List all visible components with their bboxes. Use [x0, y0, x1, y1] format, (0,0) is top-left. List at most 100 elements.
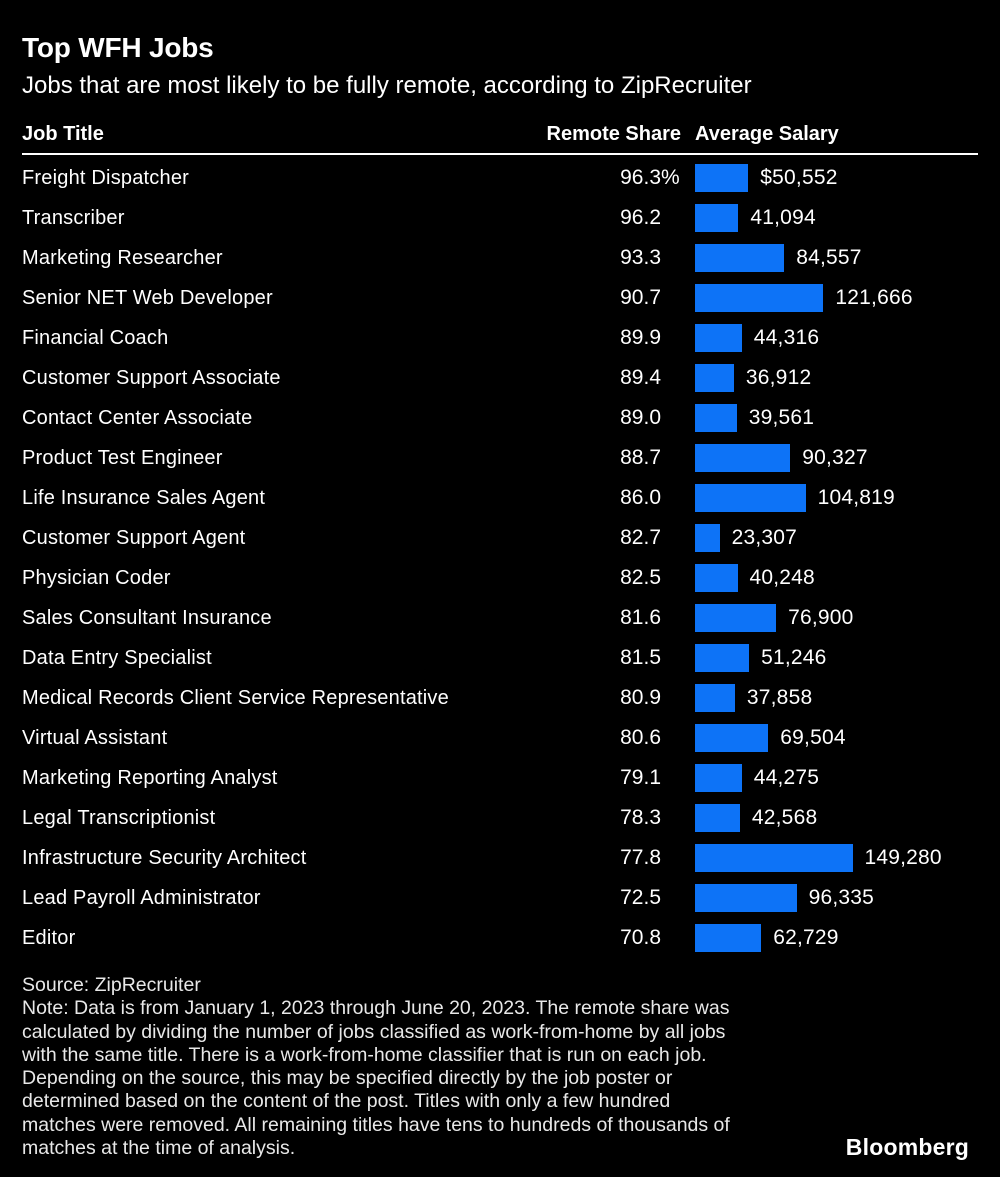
bloomberg-logo: Bloomberg [845, 1134, 969, 1160]
salary-bar-area: 84,557 [681, 244, 978, 272]
job-title-cell: Financial Coach [22, 326, 169, 349]
table-row: Sales Consultant Insurance 81.6 76,900 [22, 598, 978, 638]
salary-bar [695, 604, 777, 632]
job-title-cell: Legal Transcriptionist [22, 806, 216, 829]
table-row: Financial Coach 89.9 44,316 [22, 318, 978, 358]
footer: Source: ZipRecruiter Note: Data is from … [22, 974, 978, 1160]
salary-bar-area: 69,504 [681, 724, 978, 752]
job-title-cell: Lead Payroll Administrator [22, 886, 261, 909]
note-text: Note: Data is from January 1, 2023 throu… [22, 997, 978, 1160]
salary-bar-area: 39,561 [681, 404, 978, 432]
job-title-cell: Virtual Assistant [22, 726, 168, 749]
remote-share-value: 78.3 [620, 806, 661, 829]
note-line: calculated by dividing the number of job… [22, 1020, 726, 1043]
salary-bar-area: 44,275 [681, 764, 978, 792]
salary-value-label: 96,335 [808, 886, 875, 909]
remote-share-value: 89.9 [620, 326, 661, 349]
job-title-cell: Customer Support Associate [22, 366, 281, 389]
salary-bar-area: 90,327 [681, 444, 978, 472]
salary-value-label: 44,316 [753, 326, 820, 349]
salary-bar [695, 284, 824, 312]
table-row: Life Insurance Sales Agent 86.0 104,819 [22, 478, 978, 518]
salary-bar [695, 724, 769, 752]
salary-bar [695, 564, 738, 592]
salary-value-label: 40,248 [749, 566, 815, 589]
salary-bar [695, 804, 740, 832]
job-title-cell: Infrastructure Security Architect [22, 846, 307, 869]
table-row: Editor 70.8 62,729 [22, 918, 978, 958]
note-line: Depending on the source, this may be spe… [22, 1067, 673, 1090]
salary-bar-area: 51,246 [681, 644, 978, 672]
salary-value-label: 44,275 [753, 766, 820, 789]
salary-bar [695, 644, 750, 672]
salary-bar-area: 36,912 [681, 364, 978, 392]
salary-bar [695, 444, 791, 472]
column-header-row: Job Title Remote Share Average Salary [22, 122, 978, 146]
remote-share-value: 77.8 [620, 846, 661, 869]
table-row: Data Entry Specialist 81.5 51,246 [22, 638, 978, 678]
remote-share-value: 72.5 [620, 886, 661, 909]
salary-bar-area: 41,094 [681, 204, 978, 232]
salary-value-label: 84,557 [796, 246, 862, 269]
job-title-cell: Freight Dispatcher [22, 166, 189, 189]
chart-title: Top WFH Jobs [22, 32, 214, 63]
note-line: Note: Data is from January 1, 2023 throu… [22, 997, 730, 1020]
remote-share-value: 80.9 [620, 686, 661, 709]
salary-value-label: 37,858 [746, 686, 813, 709]
remote-share-value: 82.7 [620, 526, 661, 549]
salary-bar-area: $50,552 [681, 164, 978, 192]
table-row: Transcriber 96.2 41,094 [22, 198, 978, 238]
salary-value-label: 42,568 [751, 806, 818, 829]
salary-value-label: 41,094 [750, 206, 816, 229]
salary-bar [695, 764, 742, 792]
salary-bar [695, 524, 720, 552]
job-title-cell: Editor [22, 926, 76, 949]
salary-bar [695, 324, 742, 352]
salary-value-label: 51,246 [761, 646, 827, 669]
salary-bar [695, 204, 739, 232]
job-title-cell: Contact Center Associate [22, 406, 253, 429]
salary-bar [695, 484, 806, 512]
table-row: Customer Support Associate 89.4 36,912 [22, 358, 978, 398]
remote-share-value: 96.3 [620, 166, 661, 189]
table-row: Marketing Reporting Analyst 79.1 44,275 [22, 758, 978, 798]
table-row: Medical Records Client Service Represent… [22, 678, 978, 718]
salary-bar-area: 104,819 [681, 484, 978, 512]
salary-bar [695, 884, 797, 912]
salary-bar [695, 844, 853, 872]
table-row: Product Test Engineer 88.7 90,327 [22, 438, 978, 478]
note-line: determined based on the content of the p… [22, 1090, 671, 1113]
remote-share-value: 96.2 [620, 206, 661, 229]
salary-bar [695, 164, 749, 192]
table-row: Physician Coder 82.5 40,248 [22, 558, 978, 598]
note-line: with the same title. There is a work-fro… [22, 1043, 707, 1066]
table-row: Senior NET Web Developer 90.7 121,666 [22, 278, 978, 318]
note-line: matches at the time of analysis. [22, 1137, 296, 1160]
remote-share-value: 88.7 [620, 446, 661, 469]
job-title-cell: Marketing Reporting Analyst [22, 766, 278, 789]
salary-bar [695, 244, 785, 272]
job-title-cell: Medical Records Client Service Represent… [22, 686, 449, 709]
salary-bar-area: 44,316 [681, 324, 978, 352]
table-row: Customer Support Agent 82.7 23,307 [22, 518, 978, 558]
salary-bar-area: 37,858 [681, 684, 978, 712]
job-title-cell: Life Insurance Sales Agent [22, 486, 266, 509]
remote-share-value: 79.1 [620, 766, 661, 789]
table-row: Lead Payroll Administrator 72.5 96,335 [22, 878, 978, 918]
salary-bar-area: 23,307 [681, 524, 978, 552]
salary-value-label: 76,900 [788, 606, 854, 629]
remote-share-value: 90.7 [620, 286, 661, 309]
salary-value-label: 69,504 [780, 726, 846, 749]
salary-value-label: 36,912 [745, 366, 812, 389]
percent-suffix: % [661, 166, 680, 189]
column-header-job-title: Job Title [22, 123, 104, 145]
source-line: Source: ZipRecruiter [22, 974, 201, 996]
salary-bar-area: 42,568 [681, 804, 978, 832]
salary-bar-area: 121,666 [681, 284, 978, 312]
salary-value-label: 149,280 [864, 846, 942, 869]
chart-subtitle: Jobs that are most likely to be fully re… [22, 72, 752, 99]
job-title-cell: Product Test Engineer [22, 446, 223, 469]
job-title-cell: Transcriber [22, 206, 125, 229]
column-header-remote-share: Remote Share [546, 123, 682, 145]
job-title-cell: Sales Consultant Insurance [22, 606, 272, 629]
